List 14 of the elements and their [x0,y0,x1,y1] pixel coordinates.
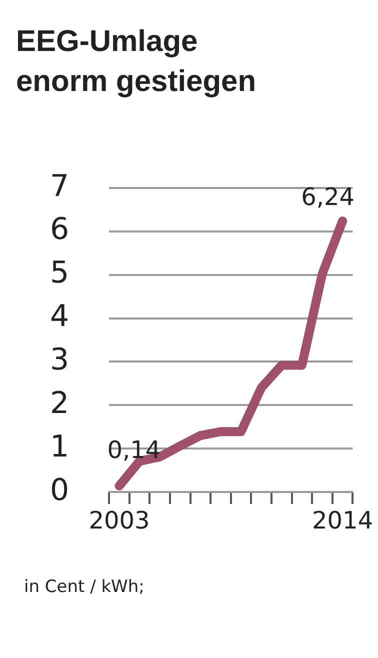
y-tick-label: 5 [50,256,70,291]
text: in Cent / kWh; [24,576,144,599]
y-tick-label: 7 [50,168,70,204]
y-tick-label: 3 [50,342,70,378]
data-label: 6,24 [301,183,355,212]
x-tick-label: 2014 [312,506,374,535]
y-tick-label: 2 [50,386,70,421]
data-label: 0,14 [107,436,161,464]
y-tick-label: 6 [50,212,70,248]
y-tick-label: 4 [50,299,70,334]
y-tick-label: 1 [50,429,70,464]
y-tick-label: 0 [50,472,70,508]
chart-title: EEG-Umlage enorm gestiegen [16,24,256,100]
x-tick-label: 2003 [88,506,150,535]
